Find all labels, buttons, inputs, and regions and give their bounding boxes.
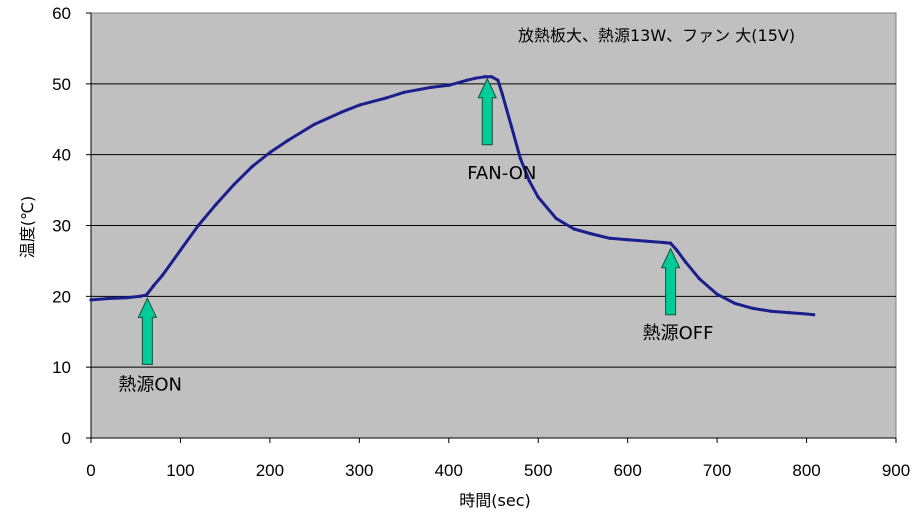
data-point [675,248,679,252]
data-point [357,103,361,107]
data-point [536,195,540,199]
x-tick-label: 300 [345,461,373,480]
data-point [500,92,505,97]
data-point [697,277,701,281]
data-point [715,292,719,296]
annotation-layer: 熱源ON FAN-ON 熱源OFF [118,77,714,395]
data-point [107,296,111,301]
annotation-label: 熱源OFF [643,323,714,344]
data-point [89,298,93,302]
annotation-label: FAN-ON [467,163,536,184]
data-point [669,241,673,245]
y-tick-label: 60 [52,4,71,23]
data-point [812,313,816,317]
data-point [751,306,755,310]
y-tick-label: 50 [52,75,71,94]
x-tick-label: 800 [792,461,820,480]
data-point [490,75,494,79]
data-point [527,179,531,183]
y-tick-label: 10 [52,358,71,377]
data-point [339,110,344,114]
data-point [684,260,688,264]
data-point [509,124,513,128]
up-arrow-icon [477,77,498,146]
x-tick-label: 500 [524,461,552,480]
data-point [313,122,317,126]
data-point [608,236,612,240]
data-point [661,240,666,245]
data-point [429,85,433,89]
data-point [144,293,149,297]
data-point [125,296,129,300]
data-point [196,223,200,228]
data-point [384,96,388,100]
data-point [250,165,254,169]
data-point [268,150,272,155]
data-point [626,238,630,242]
x-tick-label: 600 [613,461,641,480]
data-point [590,232,594,236]
data-point [769,309,773,313]
data-point [152,284,156,288]
x-axis: 0 100 200 300 400 500 600 700 800 900 [86,437,910,480]
data-point [496,78,500,82]
data-point [572,227,576,231]
x-tick-label: 700 [703,461,731,480]
gridlines [91,83,896,368]
data-point [465,78,469,82]
data-point [643,239,648,243]
y-axis-title: 温度(℃) [18,196,37,258]
x-tick-label: 200 [256,461,284,480]
data-point [554,216,558,221]
data-point [482,75,487,79]
data-point [804,312,809,316]
data-point [402,90,406,94]
series-layer [89,75,816,317]
data-point [214,202,218,206]
x-tick-label: 400 [435,461,463,480]
x-tick-label: 100 [166,461,194,480]
up-arrow-icon [137,297,158,365]
data-point [232,182,236,187]
x-tick-label: 0 [86,461,95,480]
y-tick-label: 30 [52,217,71,236]
data-point [286,138,290,143]
y-tick-label: 20 [52,287,71,306]
data-point [518,156,522,160]
y-tick-label: 0 [62,429,71,448]
chart-note: 放熱板大、熱源13W、ファン 大(15V) [518,26,795,45]
data-point [474,76,478,80]
up-arrow-icon [660,247,681,316]
annotation-label: 熱源ON [118,374,182,395]
data-point [787,311,791,315]
y-tick-label: 40 [52,146,71,165]
data-point [138,294,142,298]
data-point [447,83,451,87]
data-point [178,248,183,252]
x-tick-label: 900 [882,461,910,480]
x-axis-title: 時間(sec) [459,491,530,510]
data-point [733,301,737,306]
y-axis: 0 10 20 30 40 50 60 [52,4,92,448]
data-point [160,273,165,277]
